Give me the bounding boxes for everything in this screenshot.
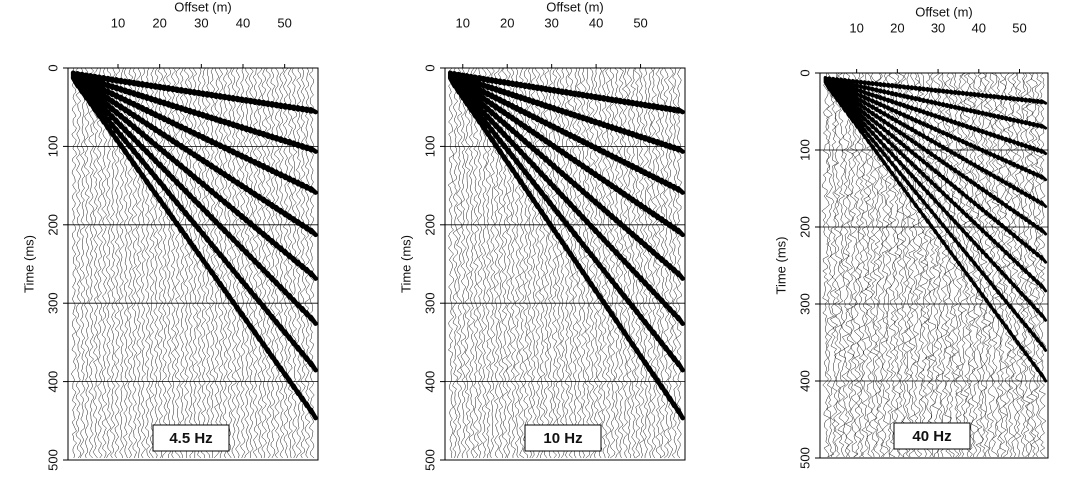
events [823,75,1048,383]
y-tick-label: 500 [797,447,812,469]
x-axis-label: Offset (m) [915,4,973,19]
x-tick-label: 10 [849,20,863,35]
y-tick-label: 500 [422,449,437,471]
x-tick-label: 20 [500,15,514,30]
x-tick-label: 10 [456,15,470,30]
x-tick-label: 30 [194,15,208,30]
y-tick-label: 400 [797,370,812,392]
x-tick-label: 40 [589,15,603,30]
panel: 0 100 200 300 400 500 10 20 30 40 50 Offset (m) Time… [773,4,1049,469]
x-axis-label: Offset (m) [174,0,232,14]
y-axis-label: Time (ms) [398,235,413,293]
x-tick-label: 20 [152,15,166,30]
panel-label-box [152,424,230,452]
x-tick-label: 50 [277,15,291,30]
x-tick-label: 20 [890,20,904,35]
y-tick-label: 200 [797,216,812,238]
x-tick-label: 50 [1012,20,1026,35]
y-tick-label: 200 [422,214,437,236]
y-tick-label: 100 [45,136,60,158]
traces [447,67,683,459]
panel-label-box [893,422,971,450]
events [447,70,685,421]
x-tick-label: 40 [236,15,250,30]
y-tick-label: 300 [797,293,812,315]
y-tick-label: 400 [45,371,60,393]
x-axis-label: Offset (m) [546,0,604,14]
y-tick-label: 100 [422,136,437,158]
x-tick-label: 30 [931,20,945,35]
panel-label: 10 Hz [543,430,582,447]
y-tick-label: 0 [422,64,437,71]
y-tick-label: 300 [45,292,60,314]
x-tick-label: 40 [972,20,986,35]
panel: 0 100 200 300 400 500 10 20 30 40 50 Offset (m) Time… [398,0,686,471]
y-axis-label: Time (ms) [773,236,788,294]
events [70,70,318,421]
panel: 0 100 200 300 400 500 10 20 30 40 50 Offset (m) Time… [21,0,319,471]
x-tick-label: 50 [633,15,647,30]
y-tick-label: 400 [422,371,437,393]
x-tick-label: 30 [544,15,558,30]
x-tick-label: 10 [111,15,125,30]
panel-label: 40 Hz [912,428,951,445]
panel-label: 4.5 Hz [169,430,212,447]
y-tick-label: 100 [797,139,812,161]
panel-label-box [524,424,602,452]
y-tick-label: 0 [797,69,812,76]
y-tick-label: 300 [422,292,437,314]
y-axis-label: Time (ms) [21,235,36,293]
y-tick-label: 0 [45,64,60,71]
y-tick-label: 500 [45,449,60,471]
y-tick-label: 200 [45,214,60,236]
